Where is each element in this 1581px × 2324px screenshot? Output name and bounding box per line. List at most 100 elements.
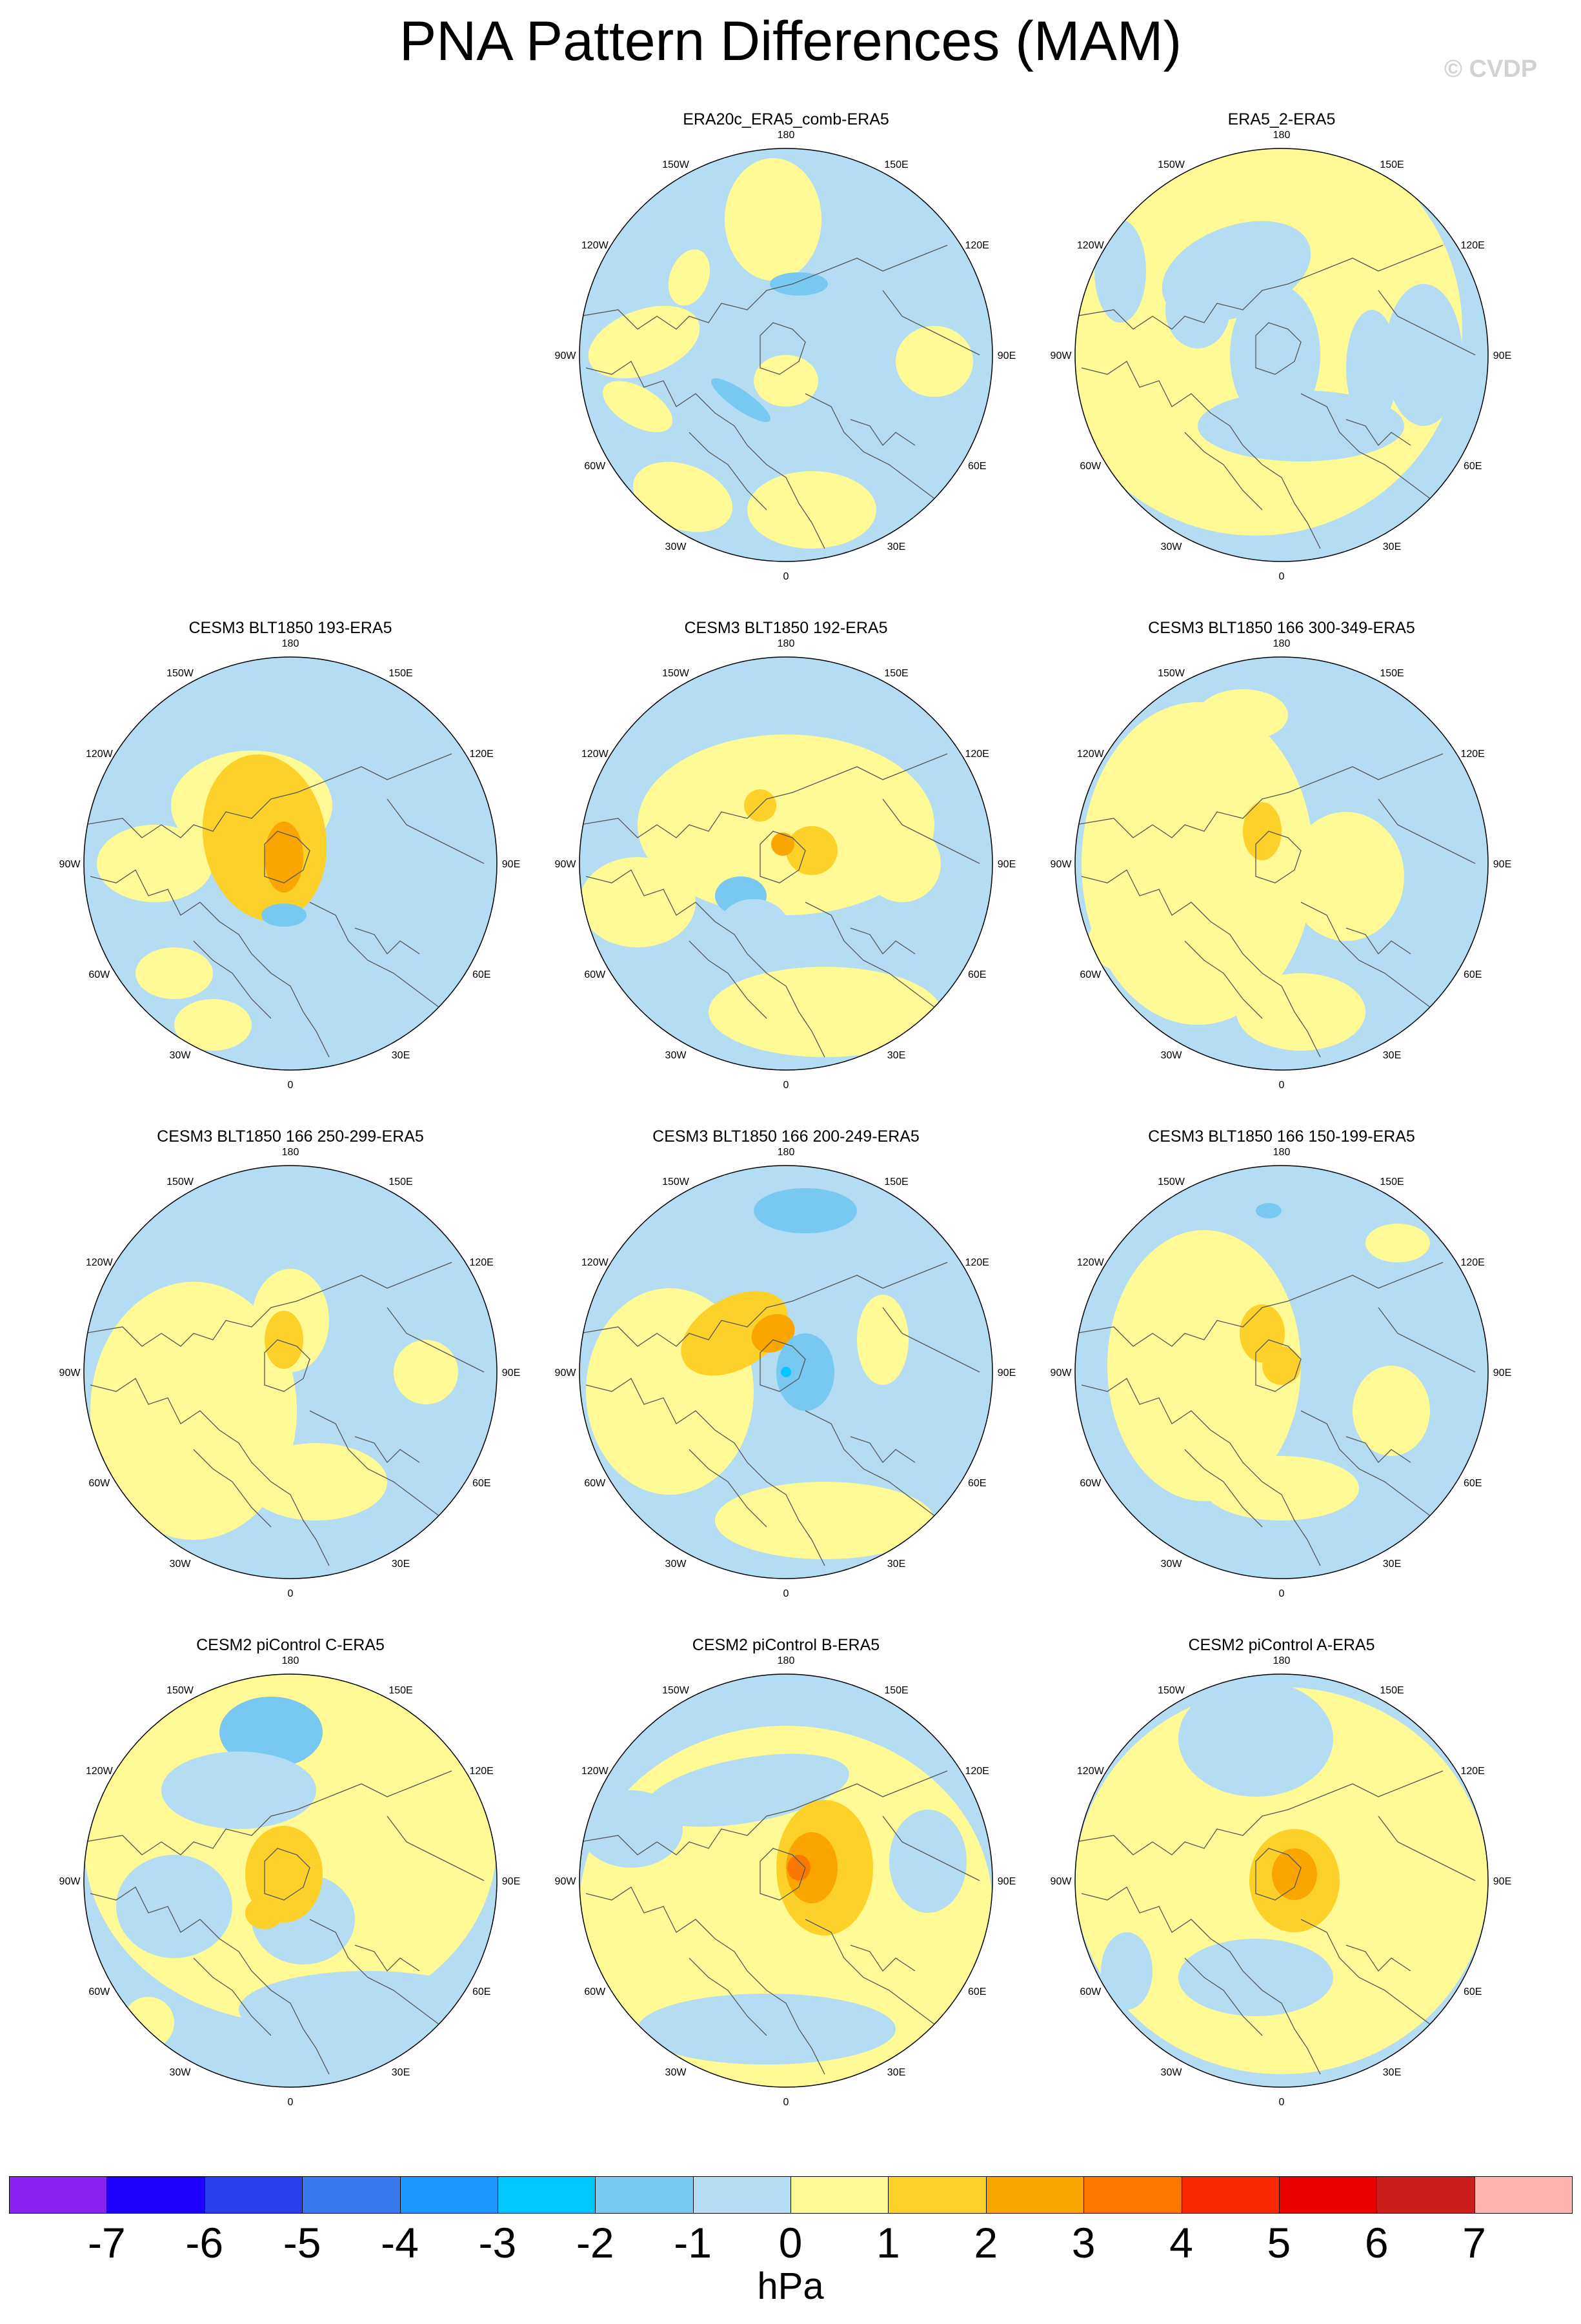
longitude-label: 150E <box>388 1685 412 1696</box>
colorbar-swatch <box>790 2176 889 2214</box>
coastline <box>1184 432 1263 510</box>
contour-region <box>754 1188 857 1233</box>
coastline <box>689 432 767 510</box>
map-border <box>579 148 993 562</box>
contour-region <box>787 1855 811 1881</box>
coastline <box>1075 1262 1444 1347</box>
colorbar-swatch <box>1278 2176 1378 2214</box>
panel-title: CESM3 BLT1850 166 150-199-ERA5 <box>1148 1127 1415 1146</box>
longitude-label: 60E <box>472 1986 490 1997</box>
contour-region <box>239 1971 497 2048</box>
polar-map-picontrol-c: 180 150E 120E 90E 60E 30E 0 30W 60W 90W 120W 150W <box>59 1655 521 2108</box>
longitude-label: 90E <box>1493 1876 1511 1887</box>
coastline <box>354 927 420 955</box>
coastline <box>1184 1449 1263 1528</box>
map-border <box>1074 656 1489 1071</box>
coastline <box>805 1919 942 2030</box>
cvdp-watermark: © CVDP <box>1444 56 1538 83</box>
longitude-label: 90W <box>59 1876 81 1887</box>
longitude-label: 30W <box>1161 541 1183 552</box>
contour-region <box>588 305 700 379</box>
contour-region <box>1107 1230 1301 1501</box>
longitude-label: 0 <box>1279 1080 1285 1091</box>
colorbar-swatch <box>399 2176 498 2214</box>
longitude-label: 0 <box>1279 1588 1285 1599</box>
longitude-label: 0 <box>783 571 789 582</box>
coastline <box>264 1848 310 1901</box>
longitude-label: 90W <box>1051 859 1072 870</box>
polar-map-era5-2: 180 150E 120E 90E 60E 30E 0 30W 60W 90W 120W 150W <box>1051 130 1512 582</box>
coastline <box>579 245 948 330</box>
longitude-label: 150E <box>884 668 908 679</box>
colorbar-tick-label: 6 <box>1364 2219 1389 2267</box>
longitude-label: 90E <box>998 1368 1016 1379</box>
longitude-label: 30E <box>392 2067 410 2078</box>
longitude-label: 60W <box>1080 461 1102 472</box>
coastline <box>309 902 446 1013</box>
longitude-label: 120W <box>581 1766 609 1777</box>
contour-region <box>261 904 307 927</box>
longitude-label: 120E <box>1460 1257 1484 1268</box>
longitude-label: 30E <box>1383 1559 1401 1570</box>
longitude-label: 180 <box>778 1655 795 1666</box>
coastline <box>585 869 825 1058</box>
colorbar-swatch <box>595 2176 694 2214</box>
longitude-label: 60W <box>1080 969 1102 980</box>
coastline <box>84 753 452 838</box>
longitude-label: 90W <box>555 1368 577 1379</box>
panel-title: ERA5_2-ERA5 <box>1227 110 1336 128</box>
contour-region <box>715 1482 934 1559</box>
longitude-label: 30E <box>1383 2067 1401 2078</box>
polar-map-blt193: 180 150E 120E 90E 60E 30E 0 30W 60W 90W 120W 150W <box>59 638 521 1091</box>
longitude-label: 180 <box>778 130 795 141</box>
panel-title: CESM3 BLT1850 166 250-299-ERA5 <box>157 1127 424 1146</box>
longitude-label: 30W <box>665 541 687 552</box>
map-panel-picontrol-b: CESM2 piControl B-ERA5 180 150E 120E 90E 60E… <box>541 1635 1031 2139</box>
longitude-label: 150W <box>166 1177 194 1187</box>
contour-region <box>786 826 838 875</box>
longitude-label: 90W <box>555 350 577 361</box>
polar-map-picontrol-b: 180 150E 120E 90E 60E 30E 0 30W 60W 90W 120W 150W <box>555 1655 1016 2108</box>
contour-region <box>725 158 821 281</box>
colorbar-swatch <box>1474 2176 1573 2214</box>
longitude-label: 150W <box>1158 668 1185 679</box>
longitude-label: 180 <box>1273 1655 1291 1666</box>
longitude-label: 90W <box>555 859 577 870</box>
longitude-label: 120W <box>86 1257 114 1268</box>
coastline <box>1345 419 1411 447</box>
longitude-label: 90E <box>998 859 1016 870</box>
longitude-label: 90E <box>502 1876 520 1887</box>
longitude-label: 150E <box>884 1685 908 1696</box>
coastline <box>760 831 806 884</box>
colorbar-swatch <box>1083 2176 1182 2214</box>
coastline <box>354 1945 420 1972</box>
coastline <box>1255 1339 1302 1392</box>
longitude-label: 60W <box>88 1986 110 1997</box>
longitude-label: 60E <box>472 969 490 980</box>
contour-region <box>770 272 828 296</box>
panel-title: CESM2 piControl C-ERA5 <box>196 1636 385 1654</box>
contour-region <box>857 1295 909 1385</box>
colorbar-tick-label: 5 <box>1267 2219 1291 2267</box>
longitude-label: 180 <box>1273 1147 1291 1158</box>
longitude-label: 150E <box>1380 668 1404 679</box>
contour-region <box>638 1994 896 2065</box>
coastline <box>1300 393 1437 504</box>
coastline <box>1345 1945 1411 1972</box>
longitude-label: 60W <box>584 461 606 472</box>
longitude-label: 30W <box>170 1050 192 1061</box>
coastline <box>309 1919 446 2030</box>
contour-region <box>265 822 303 893</box>
coastline <box>1255 322 1302 375</box>
longitude-label: 150W <box>662 1685 690 1696</box>
coastline <box>882 290 980 356</box>
longitude-label: 120W <box>86 1766 114 1777</box>
longitude-label: 30W <box>665 1559 687 1570</box>
colorbar-tick-label: 1 <box>876 2219 900 2267</box>
longitude-label: 90W <box>1051 1368 1072 1379</box>
coastline <box>1300 1919 1437 2030</box>
colorbar-swatch <box>1181 2176 1280 2214</box>
longitude-label: 30E <box>887 1559 905 1570</box>
colorbar-swatch <box>985 2176 1085 2214</box>
longitude-label: 90W <box>555 1876 577 1887</box>
